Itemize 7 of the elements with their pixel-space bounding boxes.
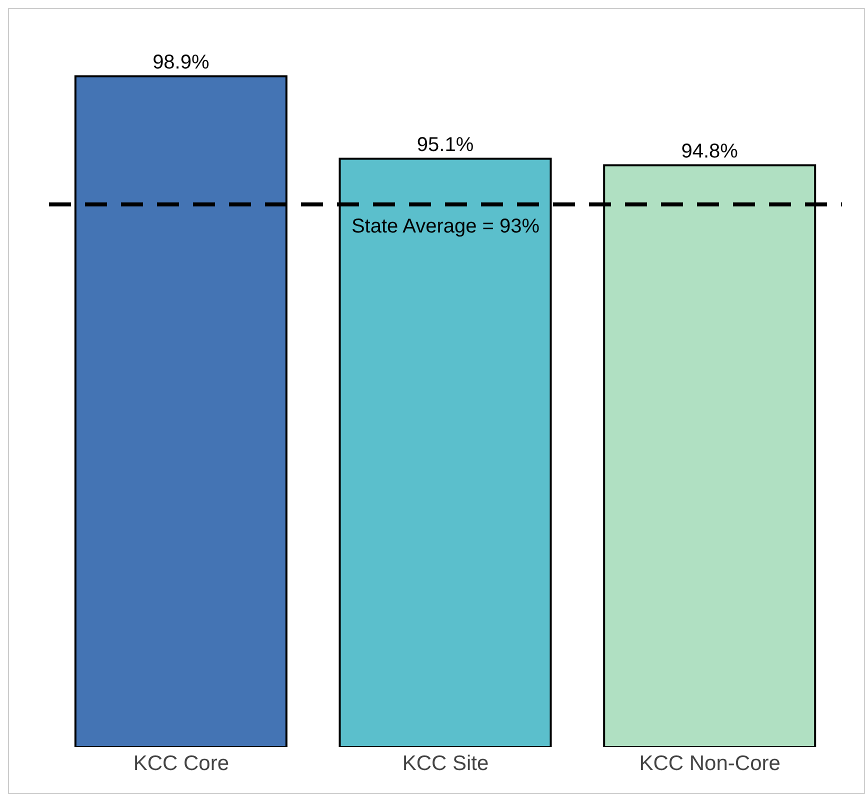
data-label: 94.8% [681,140,738,162]
x-tick-label: KCC Core [133,752,230,775]
data-label: 95.1% [416,134,474,156]
x-tick-label: KCC Site [402,752,489,775]
x-tick-label: KCC Non-Core [639,752,780,775]
data-label: 98.9% [152,51,210,74]
ref-line-label: State Average = 93% [351,216,540,238]
